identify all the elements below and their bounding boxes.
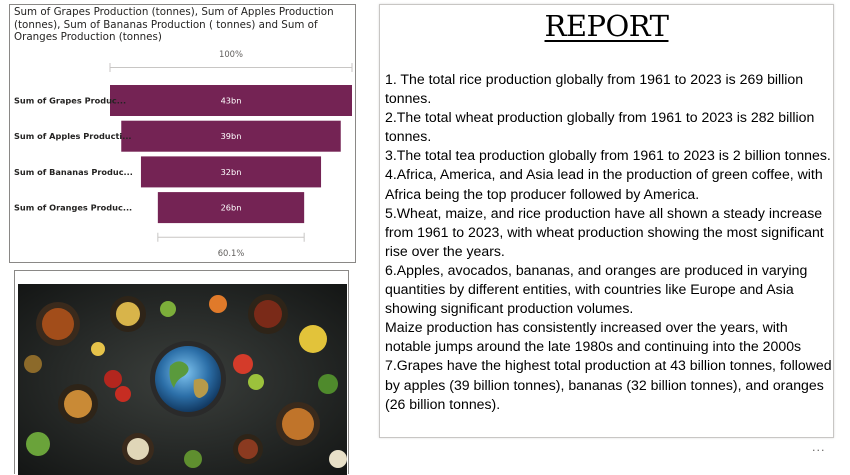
funnel-bar[interactable] (140, 156, 322, 188)
funnel-chart-visual[interactable]: Sum of Grapes Production (tonnes), Sum o… (9, 4, 356, 263)
funnel-bar[interactable] (110, 85, 352, 116)
report-paragraph: 7.Grapes have the highest total producti… (385, 357, 832, 412)
funnel-bar-value: 39bn (221, 131, 242, 141)
report-paragraph: Maize production has consistently increa… (385, 319, 802, 355)
more-options-icon[interactable]: ... (812, 441, 826, 454)
funnel-chart-title: Sum of Grapes Production (tonnes), Sum o… (14, 6, 334, 44)
funnel-bar-value: 43bn (221, 96, 242, 106)
top-percent-bracket (109, 63, 353, 72)
bottom-percent-bracket (157, 232, 305, 242)
funnel-bar-value: 32bn (221, 167, 242, 177)
report-title: REPORT (380, 8, 833, 44)
funnel-stage-label: Sum of Apples Producti... (14, 131, 132, 141)
bottom-percent-label: 60.1% (218, 248, 245, 258)
funnel-bar[interactable] (157, 192, 305, 224)
food-world-image (18, 284, 347, 475)
report-title-text: REPORT (544, 9, 669, 43)
report-paragraph: 1. The total rice production globally fr… (385, 71, 804, 107)
funnel-stage-label: Sum of Grapes Produc... (14, 96, 126, 106)
report-paragraph: 4.Africa, America, and Asia lead in the … (385, 166, 823, 202)
report-paragraph: 2.The total wheat production globally fr… (385, 109, 815, 145)
report-text-visual[interactable]: REPORT 1. The total rice production glob… (379, 4, 834, 438)
funnel-bar[interactable] (121, 120, 341, 152)
report-paragraph: 6.Apples, avocados, bananas, and oranges… (385, 261, 808, 317)
funnel-stage-label: Sum of Bananas Produc... (14, 167, 133, 177)
report-paragraph: 3.The total tea production globally from… (385, 147, 831, 164)
report-body: 1. The total rice production globally fr… (385, 70, 833, 414)
report-paragraph: 5.Wheat, maize, and rice production have… (385, 204, 824, 259)
funnel-bar-value: 26bn (221, 203, 242, 213)
funnel-chart-svg: 100% 43bn Sum of Grapes Produc... 39bn Sum o… (14, 49, 353, 258)
funnel-stage-label: Sum of Oranges Produc... (14, 203, 132, 213)
image-visual[interactable] (14, 270, 349, 475)
top-percent-label: 100% (219, 49, 243, 59)
